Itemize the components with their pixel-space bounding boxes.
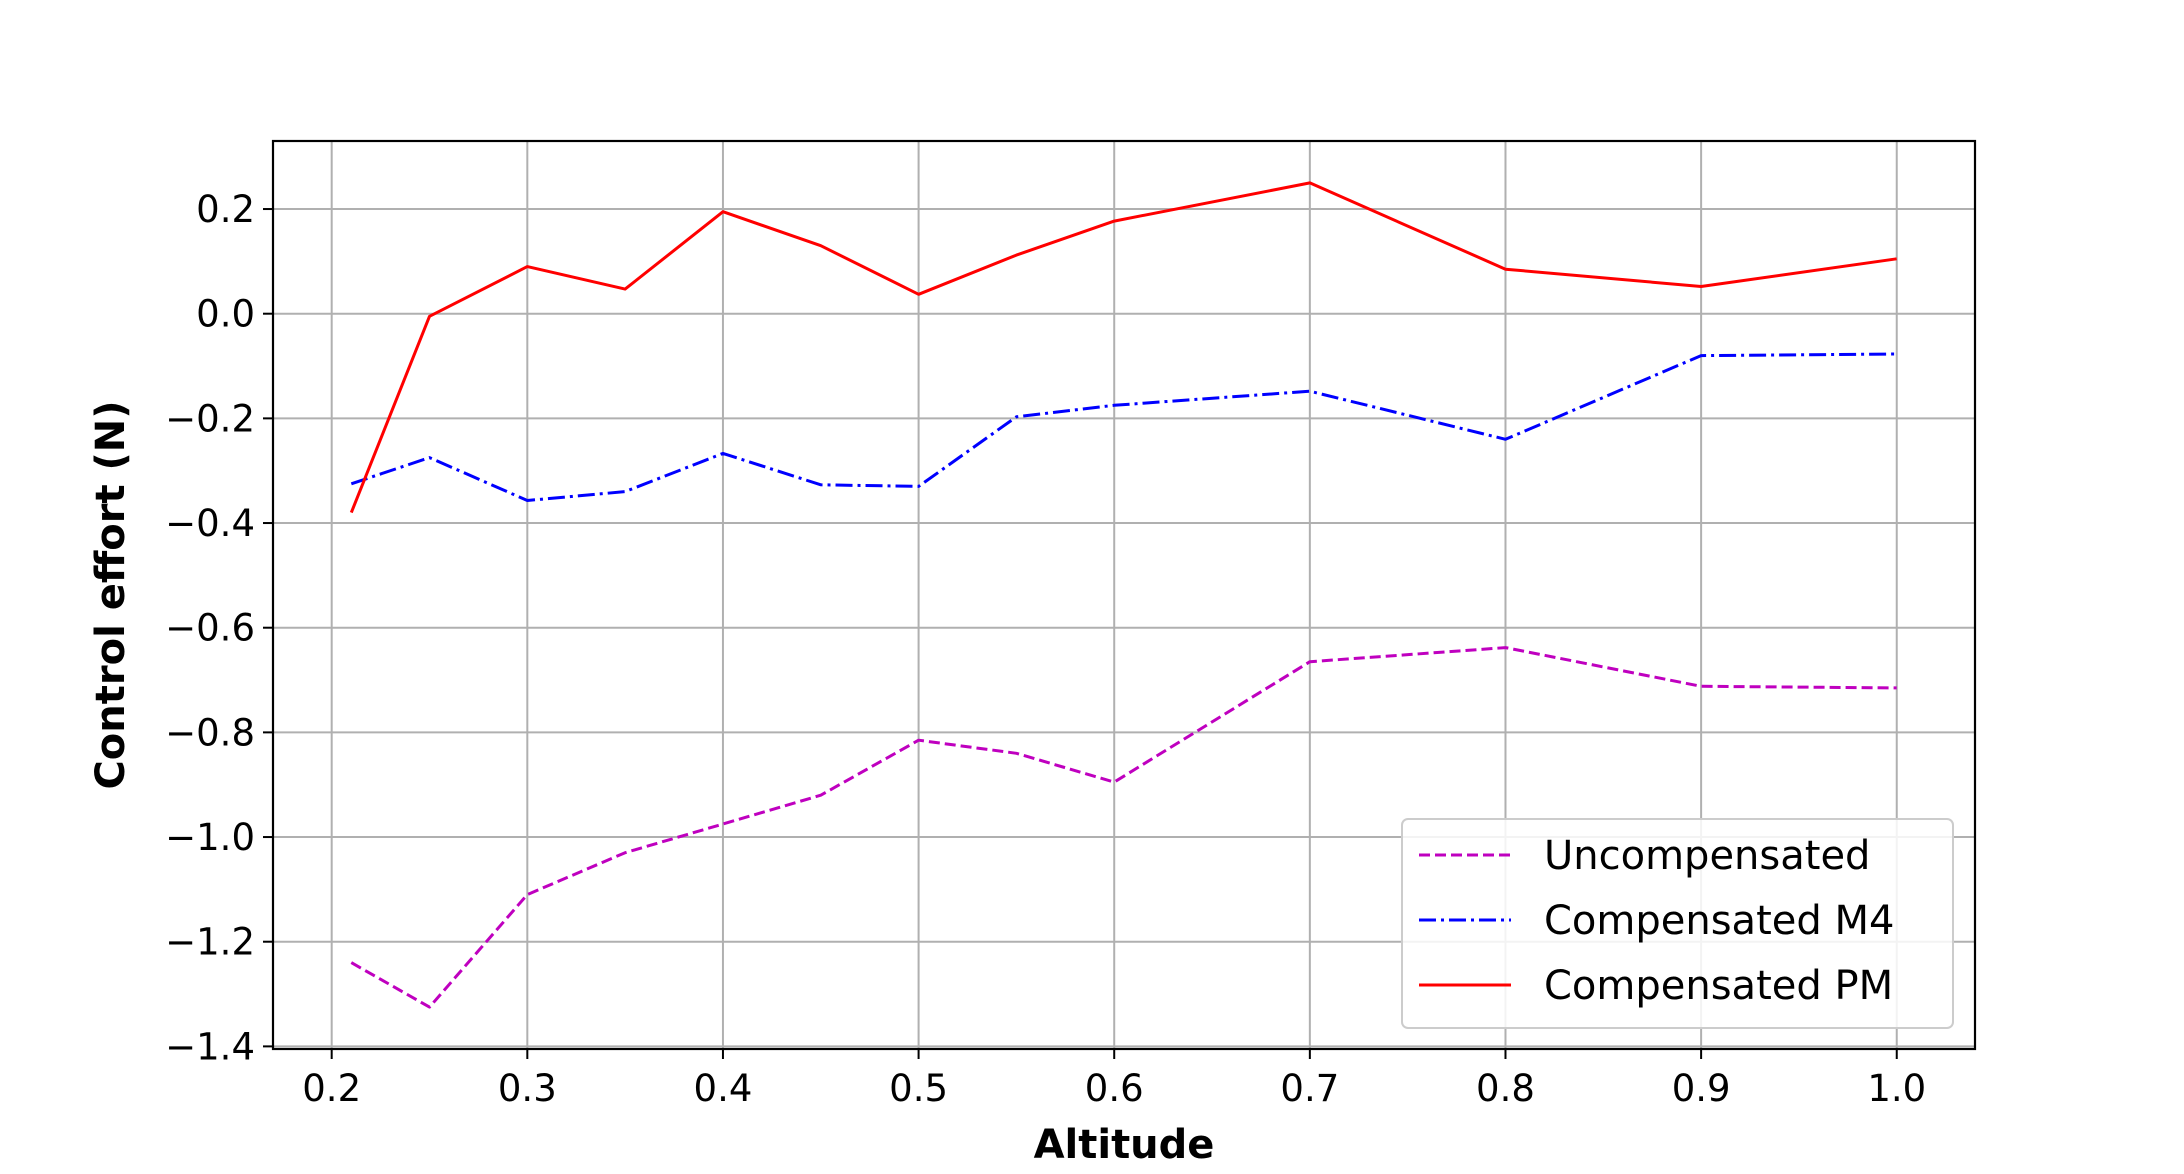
y-tick-label: −0.2	[165, 397, 255, 440]
series-line-compensated-m4	[350, 352, 1897, 502]
x-tick-label: 0.6	[1085, 1067, 1144, 1110]
x-tick-label: 0.5	[889, 1067, 948, 1110]
x-tick-label: 0.8	[1476, 1067, 1535, 1110]
y-tick-label: −1.4	[165, 1025, 255, 1068]
x-tick-label: 0.9	[1672, 1067, 1731, 1110]
x-tick-label: 0.7	[1280, 1067, 1339, 1110]
x-tick-label: 1.0	[1867, 1067, 1926, 1110]
x-axis-title: Altitude	[1034, 1122, 1215, 1168]
legend-label-uncompensated: Uncompensated	[1544, 833, 1870, 879]
legend-label-compensated-pm: Compensated PM	[1544, 963, 1893, 1009]
y-axis-title: Control effort (N)	[88, 400, 134, 789]
series-line-uncompensated	[350, 646, 1897, 1009]
y-tick-label: −0.8	[165, 711, 255, 754]
series-line-compensated-pm	[349, 181, 1897, 514]
y-tick-label: 0.2	[196, 188, 255, 231]
y-tick-label: −0.6	[165, 607, 255, 650]
series-lines	[349, 181, 1897, 1009]
y-tick-label: 0.0	[196, 293, 255, 336]
x-tick-label: 0.2	[302, 1067, 361, 1110]
legend: Uncompensated Compensated M4 Compensated…	[1401, 818, 1954, 1029]
x-tick-label: 0.3	[498, 1067, 557, 1110]
y-tick-label: −1.0	[165, 816, 255, 859]
y-tick-label: −1.2	[165, 921, 255, 964]
axis-ticks: 0.2 0.3 0.4 0.5 0.6 0.7 0.8 0.9 1.0 −1.4 −1.2 −1.0 −…	[165, 188, 1926, 1110]
legend-frame	[1401, 818, 1954, 1029]
y-tick-label: −0.4	[165, 502, 255, 545]
x-tick-label: 0.4	[694, 1067, 753, 1110]
plot-frame	[271, 139, 1977, 1051]
legend-label-compensated-m4: Compensated M4	[1544, 898, 1894, 944]
